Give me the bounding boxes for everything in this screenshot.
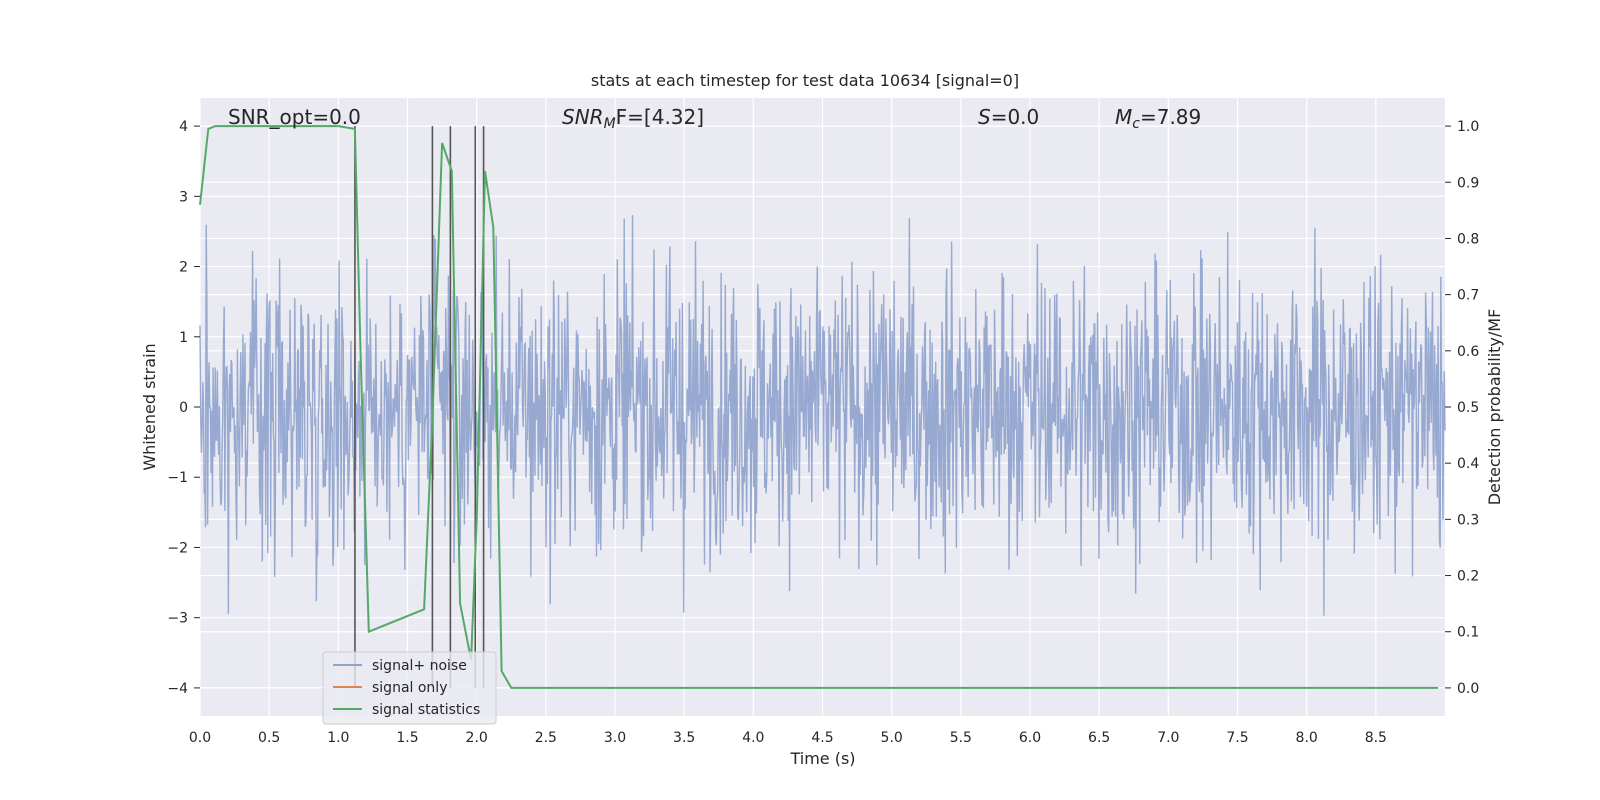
chart-title: stats at each timestep for test data 106… [591, 71, 1019, 90]
x-axis-label: Time (s) [789, 749, 855, 768]
x-tick-label: 4.0 [742, 730, 764, 746]
legend-label: signal statistics [372, 702, 480, 718]
x-tick-label: 8.0 [1296, 730, 1318, 746]
y-left-tick-label: −2 [167, 540, 188, 556]
x-tick-labels: 0.0 0.5 1.0 1.5 2.0 2.5 3.0 3.5 4.0 4.5 5.0 5.5 6.0 6… [189, 730, 1387, 746]
x-tick-label: 8.5 [1365, 730, 1387, 746]
y-right-tick-label: 0.0 [1457, 681, 1479, 697]
x-tick-label: 4.5 [811, 730, 833, 746]
signal-noise-path [199, 215, 1446, 616]
x-tick-label: 7.0 [1157, 730, 1179, 746]
y-right-tick-label: 0.6 [1457, 344, 1479, 360]
y-right-tick-label: 0.4 [1457, 456, 1479, 472]
s-prefix: S [978, 105, 991, 129]
x-tick-label: 0.5 [258, 730, 280, 746]
y-left-tick-label: 0 [179, 400, 188, 416]
y-left-tick-label: 1 [179, 330, 188, 346]
y-left-tick-label: −4 [167, 681, 188, 697]
x-tick-label: 0.0 [189, 730, 211, 746]
x-tick-label: 5.5 [950, 730, 972, 746]
annotation-snr-mf: SNRMF=[4.32] [562, 105, 704, 132]
y-right-tick-label: 0.3 [1457, 512, 1479, 528]
annotation-mc: Mc=7.89 [1115, 105, 1201, 132]
x-tick-label: 2.5 [535, 730, 557, 746]
signal-noise-series [199, 215, 1446, 616]
y-left-tick-label: 2 [179, 260, 188, 276]
y-right-tick-label: 0.1 [1457, 625, 1479, 641]
mc-suffix: =7.89 [1140, 105, 1201, 129]
snr-mf-suffix: F=[4.32] [616, 105, 704, 129]
legend-label: signal only [372, 680, 447, 696]
x-tick-label: 1.0 [327, 730, 349, 746]
y-left-tick-label: 3 [179, 189, 188, 205]
y-right-tick-label: 0.9 [1457, 175, 1479, 191]
annotation-s: S=0.0 [978, 105, 1039, 129]
x-tick-label: 3.0 [604, 730, 626, 746]
y-right-axis-label: Detection probability/MF [1485, 309, 1504, 506]
snr-mf-sub: M [604, 116, 616, 132]
y-left-tick-labels: 4 3 2 1 0 −1 −2 −3 −4 [167, 119, 200, 697]
x-tick-label: 1.5 [396, 730, 418, 746]
y-right-tick-label: 0.5 [1457, 400, 1479, 416]
legend: signal+ noise signal only signal statistic… [322, 651, 497, 725]
mc-prefix: M [1115, 105, 1132, 129]
x-tick-label: 7.5 [1226, 730, 1248, 746]
legend-label: signal+ noise [372, 658, 467, 674]
legend-box [322, 651, 497, 725]
y-right-tick-label: 0.8 [1457, 231, 1479, 247]
x-tick-label: 6.5 [1088, 730, 1110, 746]
y-right-tick-label: 0.2 [1457, 569, 1479, 585]
x-tick-label: 3.5 [673, 730, 695, 746]
vertical-markers [354, 126, 485, 688]
y-right-tick-label: 0.7 [1457, 288, 1479, 304]
s-suffix: =0.0 [991, 105, 1040, 129]
y-right-tick-labels: 1.0 0.9 0.8 0.7 0.6 0.5 0.4 0.3 0.2 0.1 0.0 [1445, 119, 1479, 697]
x-tick-label: 6.0 [1019, 730, 1041, 746]
y-left-tick-label: 4 [179, 119, 188, 135]
signal-statistics-line [199, 125, 1439, 689]
mc-sub: c [1132, 116, 1140, 132]
y-left-tick-label: −1 [167, 470, 188, 486]
snr-mf-prefix: SNR [562, 105, 604, 129]
x-tick-label: 2.0 [466, 730, 488, 746]
annotation-snr-opt: SNR_opt=0.0 [228, 105, 361, 129]
y-left-axis-label: Whitened strain [140, 343, 159, 470]
x-tick-label: 5.0 [881, 730, 903, 746]
y-right-tick-label: 1.0 [1457, 119, 1479, 135]
y-left-tick-label: −3 [167, 611, 188, 627]
